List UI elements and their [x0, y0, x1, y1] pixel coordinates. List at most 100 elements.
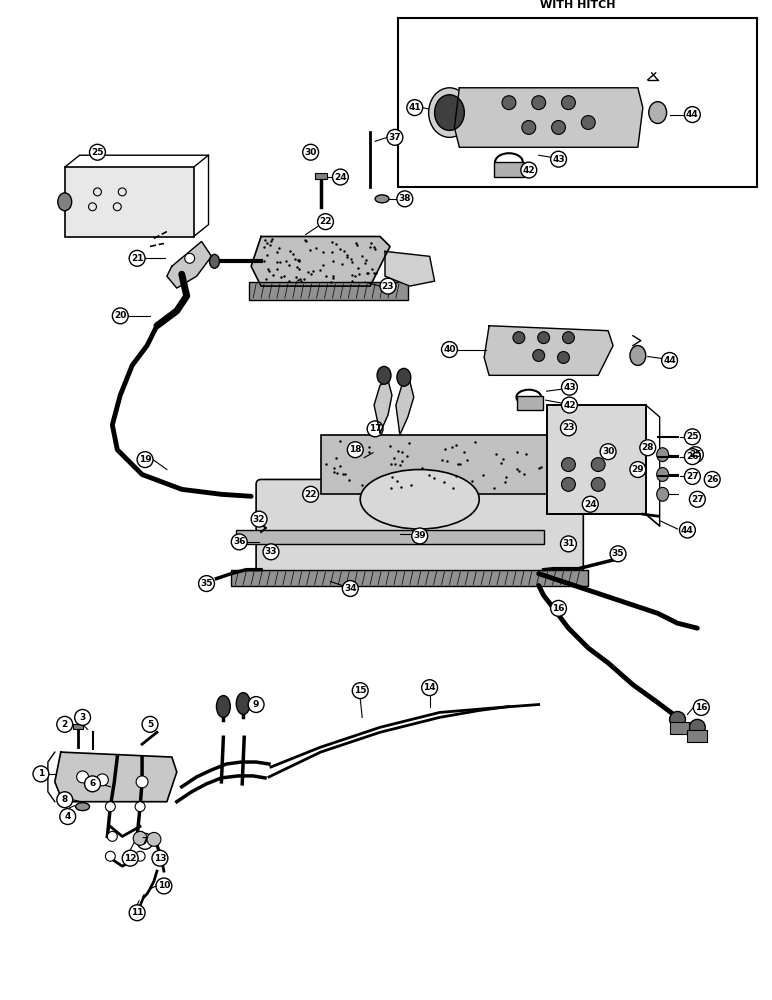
Text: 5: 5: [147, 720, 153, 729]
Polygon shape: [484, 326, 613, 375]
Circle shape: [347, 442, 363, 458]
Polygon shape: [385, 251, 435, 286]
Circle shape: [442, 342, 457, 357]
Circle shape: [397, 191, 413, 207]
Bar: [236, 530, 543, 544]
Circle shape: [685, 429, 700, 445]
Text: 44: 44: [663, 356, 676, 365]
Text: 32: 32: [253, 515, 266, 524]
Polygon shape: [251, 237, 390, 286]
Text: 30: 30: [304, 148, 317, 157]
Text: 39: 39: [413, 531, 426, 540]
Circle shape: [689, 719, 706, 735]
Circle shape: [57, 716, 73, 732]
Bar: [547, 405, 646, 514]
Text: 2: 2: [62, 720, 68, 729]
Polygon shape: [374, 380, 392, 433]
Text: 3: 3: [80, 713, 86, 722]
Ellipse shape: [397, 368, 411, 386]
Circle shape: [551, 121, 565, 134]
Circle shape: [550, 600, 567, 616]
Polygon shape: [167, 241, 212, 288]
Text: 42: 42: [523, 166, 535, 175]
Circle shape: [387, 129, 403, 145]
Circle shape: [85, 776, 100, 792]
Ellipse shape: [58, 193, 72, 211]
Circle shape: [57, 792, 73, 808]
Circle shape: [522, 121, 536, 134]
Circle shape: [147, 832, 161, 846]
Circle shape: [561, 96, 575, 110]
Bar: [494, 162, 524, 177]
Ellipse shape: [236, 693, 250, 714]
Text: 43: 43: [552, 155, 565, 164]
Bar: [669, 722, 689, 734]
Text: 35: 35: [200, 579, 213, 588]
Circle shape: [561, 477, 575, 491]
Circle shape: [687, 447, 703, 463]
Circle shape: [693, 700, 709, 715]
Circle shape: [561, 397, 577, 413]
Circle shape: [333, 169, 348, 185]
Text: 30: 30: [602, 447, 615, 456]
Text: 21: 21: [131, 254, 144, 263]
Ellipse shape: [209, 254, 219, 268]
Text: 20: 20: [114, 311, 127, 320]
Text: 27: 27: [691, 495, 703, 504]
Text: 43: 43: [563, 383, 576, 392]
Circle shape: [135, 851, 145, 861]
Text: 31: 31: [562, 539, 574, 548]
Circle shape: [669, 711, 686, 727]
Ellipse shape: [361, 470, 479, 529]
Circle shape: [557, 352, 570, 363]
Circle shape: [75, 709, 90, 725]
Text: 22: 22: [304, 490, 317, 499]
Text: 33: 33: [265, 547, 277, 556]
Ellipse shape: [428, 88, 470, 137]
Text: 23: 23: [381, 282, 394, 291]
Circle shape: [106, 802, 115, 812]
Text: 26: 26: [686, 452, 699, 461]
Text: 13: 13: [154, 854, 166, 863]
Text: 25: 25: [689, 450, 702, 459]
Ellipse shape: [648, 102, 666, 123]
Text: 9: 9: [253, 700, 259, 709]
Text: WITH HITCH: WITH HITCH: [540, 0, 615, 10]
Text: 25: 25: [686, 432, 699, 441]
Circle shape: [96, 774, 108, 786]
Text: 14: 14: [423, 683, 436, 692]
Text: 22: 22: [320, 217, 332, 226]
Circle shape: [342, 581, 358, 596]
Ellipse shape: [630, 346, 646, 365]
Text: 38: 38: [398, 194, 411, 203]
Circle shape: [533, 350, 545, 361]
Text: 25: 25: [91, 148, 103, 157]
Circle shape: [367, 421, 383, 437]
Circle shape: [538, 332, 550, 344]
Text: 8: 8: [62, 795, 68, 804]
Circle shape: [232, 534, 247, 550]
Bar: [73, 724, 83, 729]
Text: 6: 6: [90, 779, 96, 788]
Bar: [320, 435, 549, 494]
Circle shape: [352, 683, 368, 699]
Circle shape: [563, 332, 574, 344]
Circle shape: [106, 851, 115, 861]
Circle shape: [142, 716, 158, 732]
Circle shape: [152, 850, 168, 866]
Text: 23: 23: [562, 423, 574, 432]
Bar: [65, 167, 194, 237]
Circle shape: [129, 905, 145, 921]
Circle shape: [591, 477, 605, 491]
Text: 4: 4: [65, 812, 71, 821]
Circle shape: [685, 469, 700, 484]
Text: 37: 37: [388, 133, 401, 142]
FancyBboxPatch shape: [256, 479, 584, 579]
Text: 35: 35: [611, 549, 625, 558]
Text: 19: 19: [139, 455, 151, 464]
Bar: [687, 730, 707, 742]
Circle shape: [561, 458, 575, 472]
Circle shape: [513, 332, 525, 344]
Ellipse shape: [435, 95, 464, 130]
Circle shape: [561, 379, 577, 395]
